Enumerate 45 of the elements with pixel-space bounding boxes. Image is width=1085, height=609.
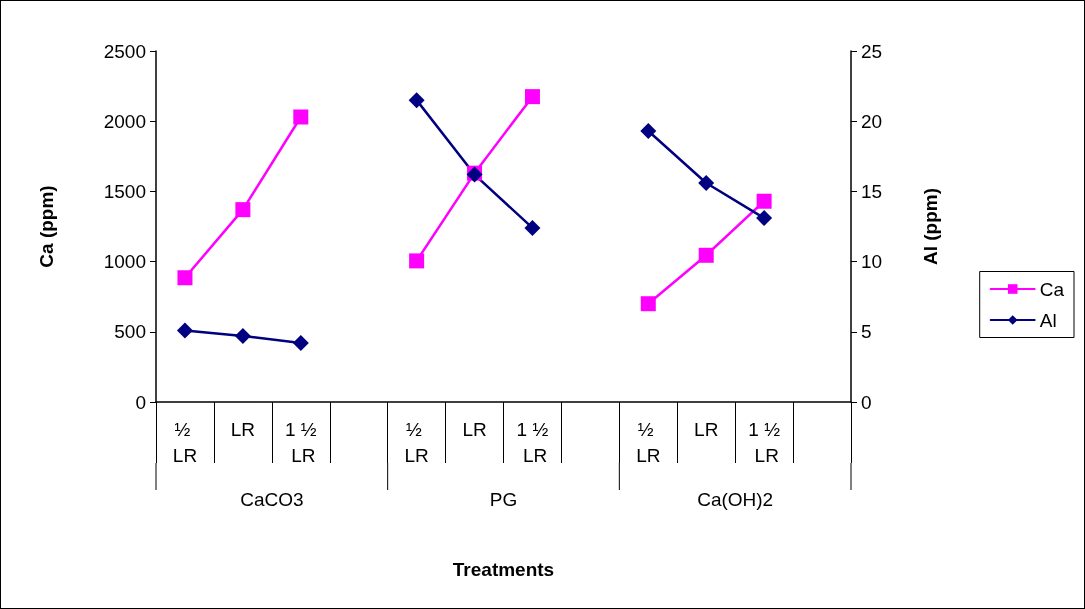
point — [408, 92, 425, 109]
x-tick-label: LR — [462, 418, 487, 440]
point — [293, 109, 309, 125]
point — [756, 193, 772, 209]
x-tick-label: 1 ½ LR — [516, 418, 549, 466]
y-axis-title: Ca (ppm) — [36, 185, 57, 268]
y-tick-label: 1500 — [103, 180, 146, 202]
point — [177, 270, 193, 286]
x-tick-label: 1 ½ LR — [284, 418, 317, 466]
text: PG — [489, 489, 518, 510]
point — [698, 174, 715, 191]
legend-label: Ca — [1039, 278, 1065, 300]
point — [524, 89, 540, 105]
y2-tick-label: 20 — [861, 110, 883, 132]
y2-tick-label: 25 — [861, 40, 883, 62]
text: CaCO3 — [240, 489, 304, 510]
y-tick-label: 1000 — [103, 251, 146, 273]
point — [235, 202, 251, 218]
x-tick-label: LR — [694, 418, 719, 440]
x-tick-label: LR — [230, 418, 256, 440]
x-tick-label: 1 ½ LR — [748, 418, 781, 466]
point — [640, 296, 656, 312]
y2-tick-label: 5 — [861, 321, 872, 343]
y2-tick-label: 0 — [861, 391, 872, 413]
point — [176, 322, 193, 339]
y-tick-label: 2500 — [103, 40, 146, 62]
legend-label: Al — [1039, 309, 1057, 331]
x-tick-label: ½ LR — [636, 418, 661, 466]
point — [756, 210, 773, 227]
point — [524, 219, 541, 236]
y-tick-label: 500 — [114, 321, 146, 343]
y-tick-label: 2000 — [103, 110, 146, 132]
point — [640, 123, 657, 140]
point — [698, 247, 714, 263]
point — [409, 253, 425, 269]
x-tick-label: ½ LR — [404, 418, 429, 466]
x-axis-title: Treatments — [452, 559, 555, 580]
x-tick-label: ½ LR — [172, 418, 198, 466]
y2-tick-label: 10 — [861, 251, 883, 273]
text: Ca(OH)2 — [697, 489, 774, 510]
point — [292, 335, 309, 352]
point — [234, 328, 251, 345]
y-tick-label: 0 — [135, 391, 146, 413]
y2-axis-title: Al (ppm) — [920, 187, 941, 266]
y2-tick-label: 15 — [861, 180, 883, 202]
